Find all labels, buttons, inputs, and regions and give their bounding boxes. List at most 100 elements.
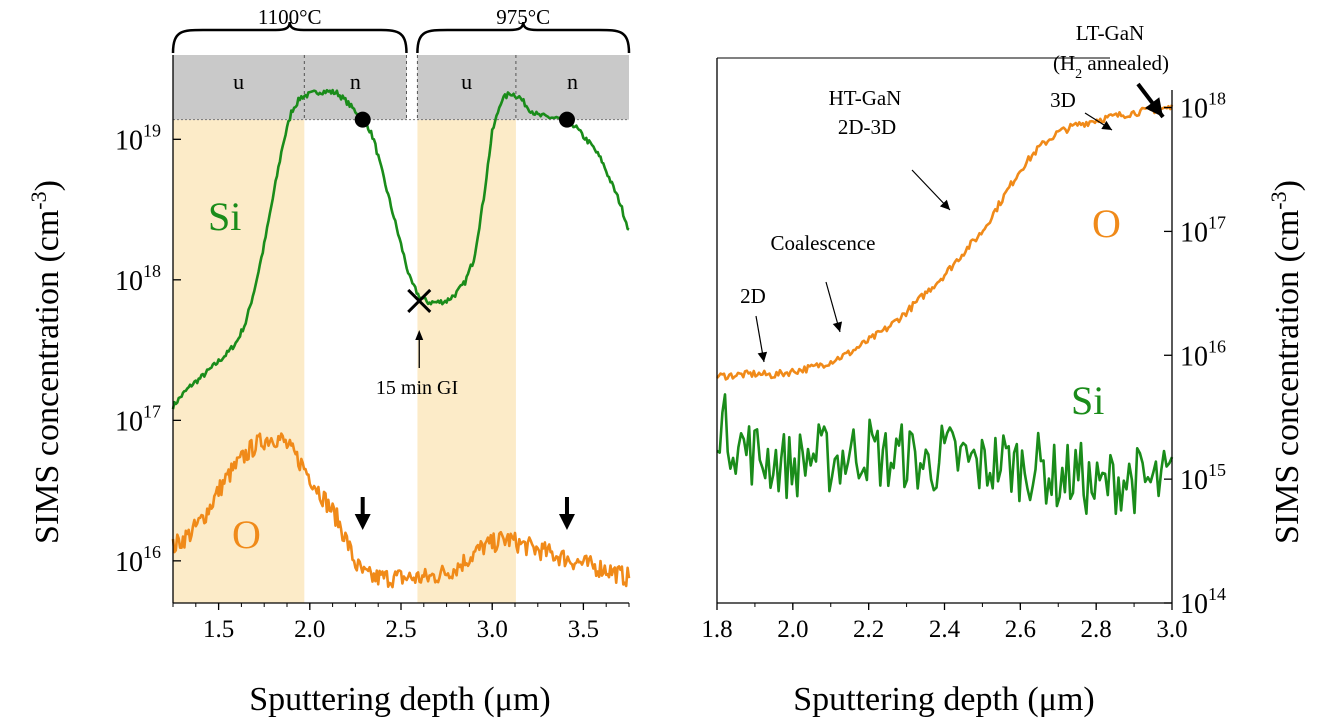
right-x-tick-label-3: 2.4 [929, 616, 961, 643]
tick-base: 10 [115, 406, 143, 437]
left-y-tick-label-1: 1017 [115, 401, 161, 437]
growth-band-1 [417, 119, 516, 603]
lt-gan-arrow-head [1144, 97, 1163, 117]
left-x-tick-label-3: 3.0 [477, 616, 508, 643]
growth-header: u n u n 1100°C 975°C [171, 5, 631, 121]
left-series-line-si [171, 88, 630, 410]
left-x-tick-label-2: 2.5 [385, 616, 416, 643]
tick-base: 10 [115, 547, 143, 578]
header-segment-label-0: u [233, 69, 244, 94]
tick-exponent: 18 [143, 261, 161, 281]
right-ylabel: SIMS concentration (cm-3) [1266, 180, 1307, 544]
tick-base: 10 [1180, 217, 1208, 248]
header-group-label-0: 1100°C [258, 5, 322, 29]
tick-exponent: 16 [1208, 336, 1226, 356]
coalescence-arrow-head [832, 321, 843, 332]
tick-base: 10 [115, 125, 143, 156]
left-y-tick-label-3: 1019 [115, 120, 161, 156]
tick-base: 10 [1180, 589, 1208, 620]
right-y-tick-label-1: 1015 [1180, 460, 1226, 496]
left-x-tick-label-1: 2.0 [294, 616, 325, 643]
right-axes: 1.8 2.0 2.2 2.4 2.6 2.8 3.01014101510161017101… [701, 57, 1226, 643]
header-brace-1 [416, 21, 631, 54]
annotation-ht-gan: HT-GaN [829, 86, 902, 110]
left-ylabel: SIMS concentration (cm-3) [26, 180, 67, 544]
left-y-tick-label-2: 1018 [115, 261, 161, 297]
right-xlabel: Sputtering depth (μm) [793, 681, 1095, 718]
annotation-lt-gan-h2: (H2 annealed) [1053, 51, 1169, 82]
left-series-label-o: O [232, 512, 261, 557]
right-ylabel-close: ) [1269, 180, 1306, 191]
header-segment-0 [173, 55, 305, 120]
annotation-lt-gan-h2-post: annealed) [1082, 51, 1169, 75]
right-ylabel-sup: -3 [1266, 191, 1291, 209]
left-ylabel-sup: -3 [26, 191, 51, 209]
left-series [171, 88, 631, 589]
left-x-tick-label-4: 3.5 [568, 616, 599, 643]
right-series-line-si [716, 393, 1174, 516]
left-markers [354, 111, 575, 530]
tick-base: 10 [1180, 94, 1208, 125]
annotation-lt-gan: LT-GaN [1076, 21, 1144, 45]
left-series-label-si: Si [208, 194, 241, 239]
two-d-arrow-head [757, 351, 768, 362]
right-x-tick-label-4: 2.6 [1005, 616, 1036, 643]
right-x-tick-label-5: 2.8 [1081, 616, 1112, 643]
right-series-label-si: Si [1071, 378, 1104, 423]
left-annotation-gi: 15 min GI [376, 377, 458, 399]
annotation-lt-gan-h2-sub: 2 [1075, 67, 1082, 82]
right-y-tick-label-0: 1014 [1180, 584, 1226, 620]
annotation-ht-gan-2d3d: 2D-3D [838, 115, 896, 139]
right-x-tick-label-1: 2.0 [777, 616, 808, 643]
annotation-3d: 3D [1050, 88, 1076, 112]
right-series-label-o: O [1092, 201, 1121, 246]
right-series-line-o [716, 104, 1174, 381]
right-x-tick-label-0: 1.8 [701, 616, 732, 643]
left-ylabel-close: ) [29, 180, 66, 191]
header-group-label-1: 975°C [496, 5, 550, 29]
header-segment-label-1: n [350, 69, 361, 94]
tick-base: 10 [115, 266, 143, 297]
right-chart: 1.8 2.0 2.2 2.4 2.6 2.8 3.01014101510161017101… [701, 21, 1306, 718]
header-segment-3 [515, 55, 629, 120]
right-y-tick-label-4: 1018 [1180, 89, 1226, 125]
growth-bands [173, 119, 516, 603]
header-brace-0 [171, 21, 408, 54]
annotation-2d: 2D [740, 284, 766, 308]
right-x-tick-label-2: 2.2 [853, 616, 884, 643]
marker-x-2 [407, 288, 432, 313]
tick-exponent: 17 [143, 401, 161, 421]
left-series-line-o [171, 432, 631, 589]
right-y-tick-label-3: 1017 [1180, 212, 1226, 248]
down-arrow-head-1 [558, 514, 575, 530]
annotation-coalescence: Coalescence [771, 231, 876, 255]
right-y-tick-label-2: 1016 [1180, 336, 1226, 372]
marker-circle-0 [354, 111, 371, 128]
annotation-lt-gan-h2-pre: (H [1053, 51, 1075, 75]
right-series [716, 104, 1174, 516]
down-arrow-head-0 [354, 514, 371, 530]
three-d-arrow-head [1101, 120, 1112, 130]
left-xlabel: Sputtering depth (μm) [249, 681, 551, 718]
header-segment-label-3: n [567, 69, 578, 94]
tick-exponent: 14 [1208, 584, 1226, 604]
left-x-tick-label-0: 1.5 [203, 616, 234, 643]
right-x-tick-label-6: 3.0 [1156, 616, 1187, 643]
tick-exponent: 19 [143, 120, 161, 140]
tick-exponent: 18 [1208, 89, 1226, 109]
header-segment-label-2: u [461, 69, 472, 94]
right-ylabel-main: SIMS concentration (cm [1269, 210, 1306, 544]
gi-arrow-head [415, 330, 424, 340]
left-y-tick-label-0: 1016 [115, 542, 161, 578]
marker-circle-1 [558, 111, 575, 128]
ht-gan-arrow-head [939, 199, 950, 210]
left-ylabel-main: SIMS concentration (cm [29, 210, 66, 544]
tick-exponent: 17 [1208, 212, 1226, 232]
tick-exponent: 15 [1208, 460, 1226, 480]
tick-base: 10 [1180, 465, 1208, 496]
tick-base: 10 [1180, 341, 1208, 372]
tick-exponent: 16 [143, 542, 161, 562]
